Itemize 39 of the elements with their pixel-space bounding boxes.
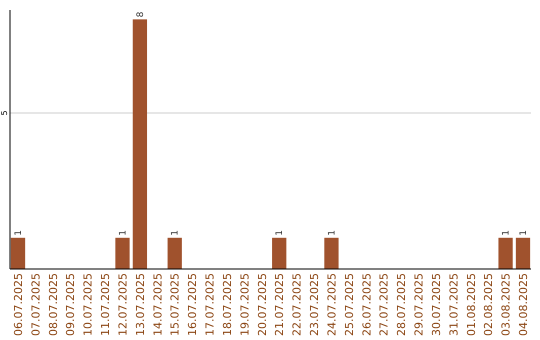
- data-label: 8: [136, 11, 146, 18]
- x-tick-label: 24.07.2025: [325, 273, 338, 336]
- x-tick-label: 31.07.2025: [447, 273, 460, 336]
- x-tick-label: 20.07.2025: [256, 273, 269, 336]
- x-tick-label: 25.07.2025: [342, 273, 356, 336]
- x-tick-label: 02.08.2025: [482, 273, 496, 336]
- x-tick-label: 27.07.2025: [378, 273, 391, 336]
- x-tick-label: 30.07.2025: [430, 273, 443, 336]
- data-label: 1: [275, 230, 286, 236]
- x-tick-label: 16.07.2025: [186, 273, 200, 336]
- x-tick-label: 04.08.2025: [516, 273, 530, 336]
- data-label: 1: [14, 230, 24, 236]
- x-tick-label: 19.07.2025: [238, 273, 252, 336]
- data-label: 1: [170, 230, 181, 236]
- x-tick-label: 29.07.2025: [412, 273, 426, 336]
- x-tick-label: 23.07.2025: [308, 273, 322, 336]
- data-label: 1: [118, 230, 128, 236]
- data-label: 1: [518, 230, 529, 236]
- x-tick-label: 28.07.2025: [395, 273, 408, 336]
- y-tick-label: 5: [0, 110, 9, 116]
- x-tick-label: 26.07.2025: [360, 273, 374, 336]
- x-tick-label: 09.07.2025: [64, 273, 78, 336]
- x-tick-label: 11.07.2025: [99, 273, 112, 336]
- x-tick-label: 18.07.2025: [220, 273, 234, 336]
- x-tick-label: 21.07.2025: [273, 273, 286, 336]
- x-tick-label: 10.07.2025: [82, 273, 95, 336]
- data-label: 1: [327, 230, 338, 236]
- x-tick-label: 01.08.2025: [464, 273, 478, 336]
- x-tick-label: 12.07.2025: [116, 273, 130, 336]
- x-tick-label: 08.07.2025: [46, 273, 60, 336]
- x-tick-label: 15.07.2025: [168, 273, 182, 336]
- x-tick-label: 07.07.2025: [29, 273, 42, 336]
- x-tick-label: 06.07.2025: [12, 273, 26, 336]
- x-tick-label: 22.07.2025: [290, 273, 304, 336]
- data-label: 1: [502, 230, 512, 236]
- x-tick-label: 17.07.2025: [204, 273, 217, 336]
- x-tick-label: 03.08.2025: [500, 273, 513, 336]
- x-tick-label: 14.07.2025: [151, 273, 164, 336]
- x-tick-label: 13.07.2025: [134, 273, 147, 336]
